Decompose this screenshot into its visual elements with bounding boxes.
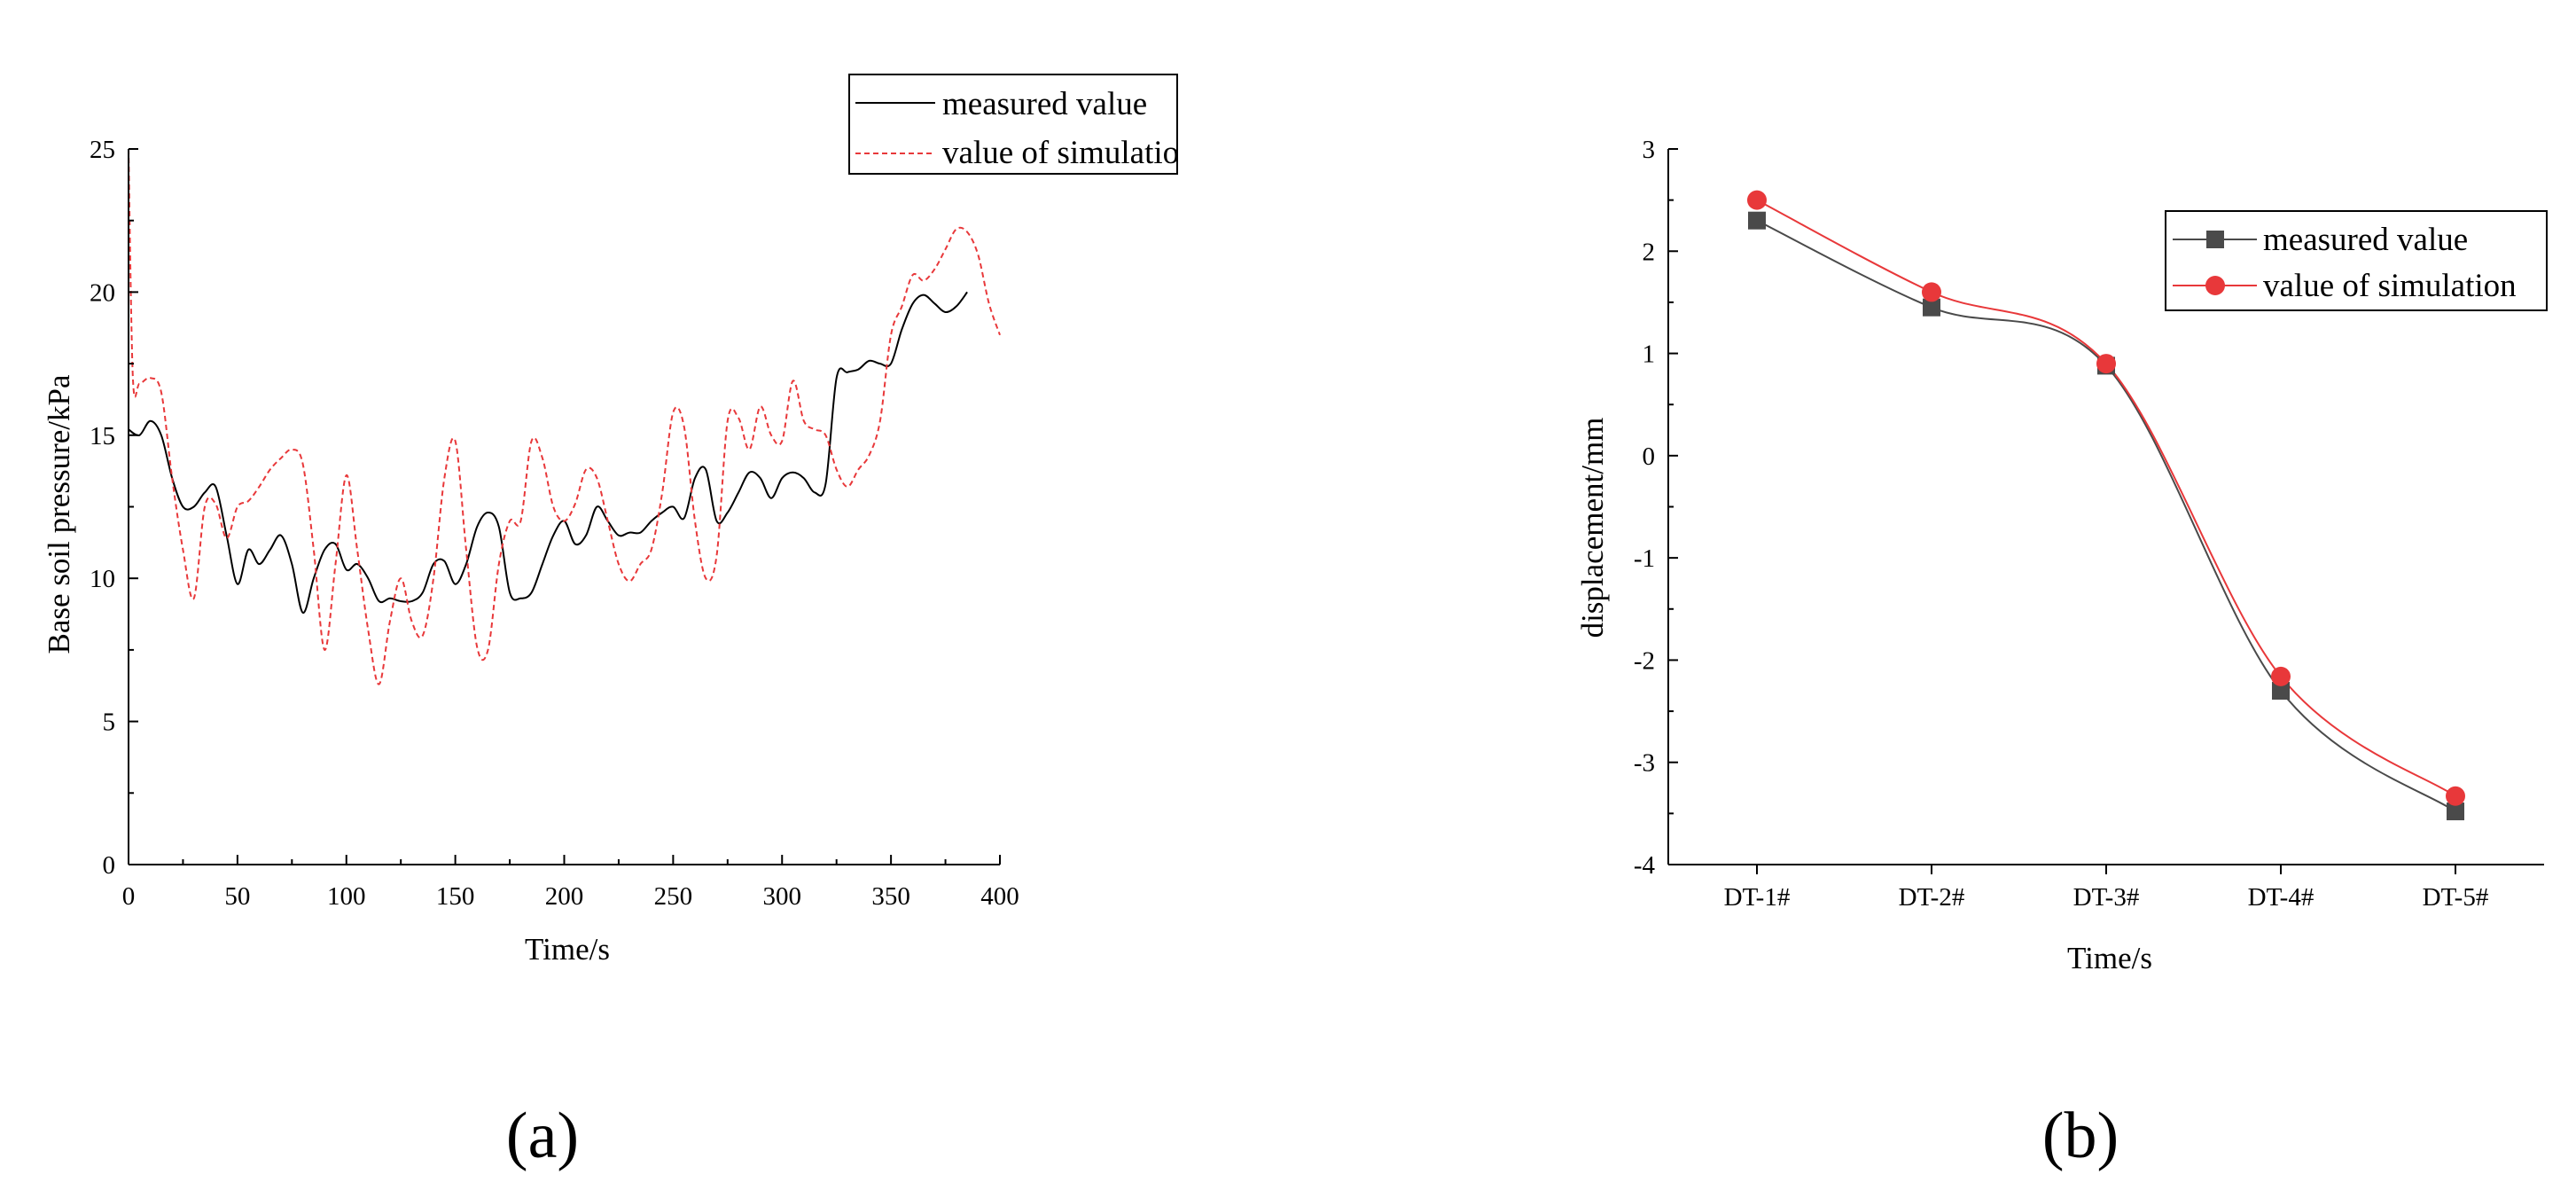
chart-a-legend: measured value value of simulation [848,62,1249,186]
chart-b-point-measured [1748,211,1766,230]
chart-b-x-tick-label: DT-5# [2423,883,2489,912]
chart-a-y-tick-label: 25 [90,136,115,164]
chart-b-point-simulation [2446,786,2465,806]
chart-b-y-tick-label: -1 [1634,544,1655,573]
chart-a-y-tick-label: 10 [90,565,115,593]
chart-b-x-tick-label: DT-2# [1899,883,1965,912]
chart-a-ticks: 0 50 100 150 200 250 300 350 400 0 5 10 15 20 25 [90,136,1019,911]
chart-b-y-tick-label: -4 [1634,851,1656,880]
chart-a-y-tick-label: 5 [103,709,116,737]
chart-b-series-simulation-line [1756,199,2456,797]
chart-b-y-tick-label: 1 [1643,341,1656,369]
chart-b-legend: measured value value of simulation [2165,210,2548,311]
chart-b-x-tick-label: DT-3# [2073,883,2140,912]
chart-b-legend-simulation: value of simulation [2263,268,2517,304]
chart-a-xlabel: Time/s [525,932,610,967]
chart-b-ylabel: displacement/mm [1575,418,1610,638]
chart-b-ticks: DT-1# DT-2# DT-3# DT-4# DT-5# -4 -3 -2 -1 0 1 2 3 [1634,136,2489,912]
chart-a-x-tick-label: 50 [224,882,250,911]
chart-b-series [1747,190,2465,821]
chart-b-point-measured [2272,682,2290,701]
chart-b-legend-marker-simulation [2205,276,2225,295]
chart-b-y-tick-label: 3 [1643,136,1656,164]
chart-b-y-tick-label: 0 [1643,442,1656,471]
chart-b-x-tick-label: DT-4# [2248,883,2314,912]
chart-b-point-simulation [2271,666,2291,686]
chart-b-legend-measured: measured value [2263,222,2468,258]
chart-a-series-simulation-line [128,148,1001,685]
chart-b: DT-1# DT-2# DT-3# DT-4# DT-5# -4 -3 -2 -1 0 1 2 3 Ti… [1575,136,2548,1172]
chart-b-y-tick-label: -2 [1634,646,1655,675]
chart-a-x-tick-label: 200 [545,882,584,911]
chart-b-xlabel: Time/s [2067,941,2152,975]
chart-a-ylabel: Base soil pressure/kPa [42,374,76,654]
chart-b-y-tick-label: 2 [1643,238,1656,266]
chart-a-series-measured-line [128,291,968,614]
panel-label-b: (b) [2042,1100,2119,1172]
chart-a-x-tick-label: 100 [327,882,366,911]
chart-b-point-simulation [2096,354,2116,374]
chart-a-series [128,148,1001,685]
chart-b-legend-box [2165,210,2548,311]
chart-b-point-simulation [1922,282,1941,302]
chart-b-point-measured [1923,298,1940,317]
chart-a-y-tick-label: 20 [90,278,115,307]
chart-b-series-measured-line [1756,219,2456,812]
chart-b-x-tick-label: DT-1# [1724,883,1791,912]
chart-a-legend-simulation: value of simulation [942,135,1196,171]
chart-a-legend-box [848,74,1178,175]
chart-a-x-tick-label: 400 [980,882,1019,911]
chart-a-y-tick-label: 0 [103,851,116,880]
chart-a-legend-measured: measured value [942,86,1147,122]
chart-a-x-tick-label: 0 [122,882,136,911]
chart-a-axes [128,149,1000,865]
chart-a-x-tick-label: 150 [436,882,475,911]
chart-b-y-tick-label: -3 [1634,749,1655,778]
chart-a-y-tick-label: 15 [90,422,115,450]
chart-b-point-simulation [1747,190,1767,210]
chart-a: 0 50 100 150 200 250 300 350 400 0 5 10 15 20 25 Time/… [42,62,1249,1172]
chart-b-legend-marker-measured [2206,231,2224,248]
panel-label-a: (a) [506,1100,579,1172]
chart-b-point-measured [2447,802,2464,821]
chart-a-x-tick-label: 300 [763,882,802,911]
chart-a-x-tick-label: 250 [654,882,693,911]
chart-a-legend-clip [1178,62,1249,186]
chart-a-x-tick-label: 350 [871,882,910,911]
